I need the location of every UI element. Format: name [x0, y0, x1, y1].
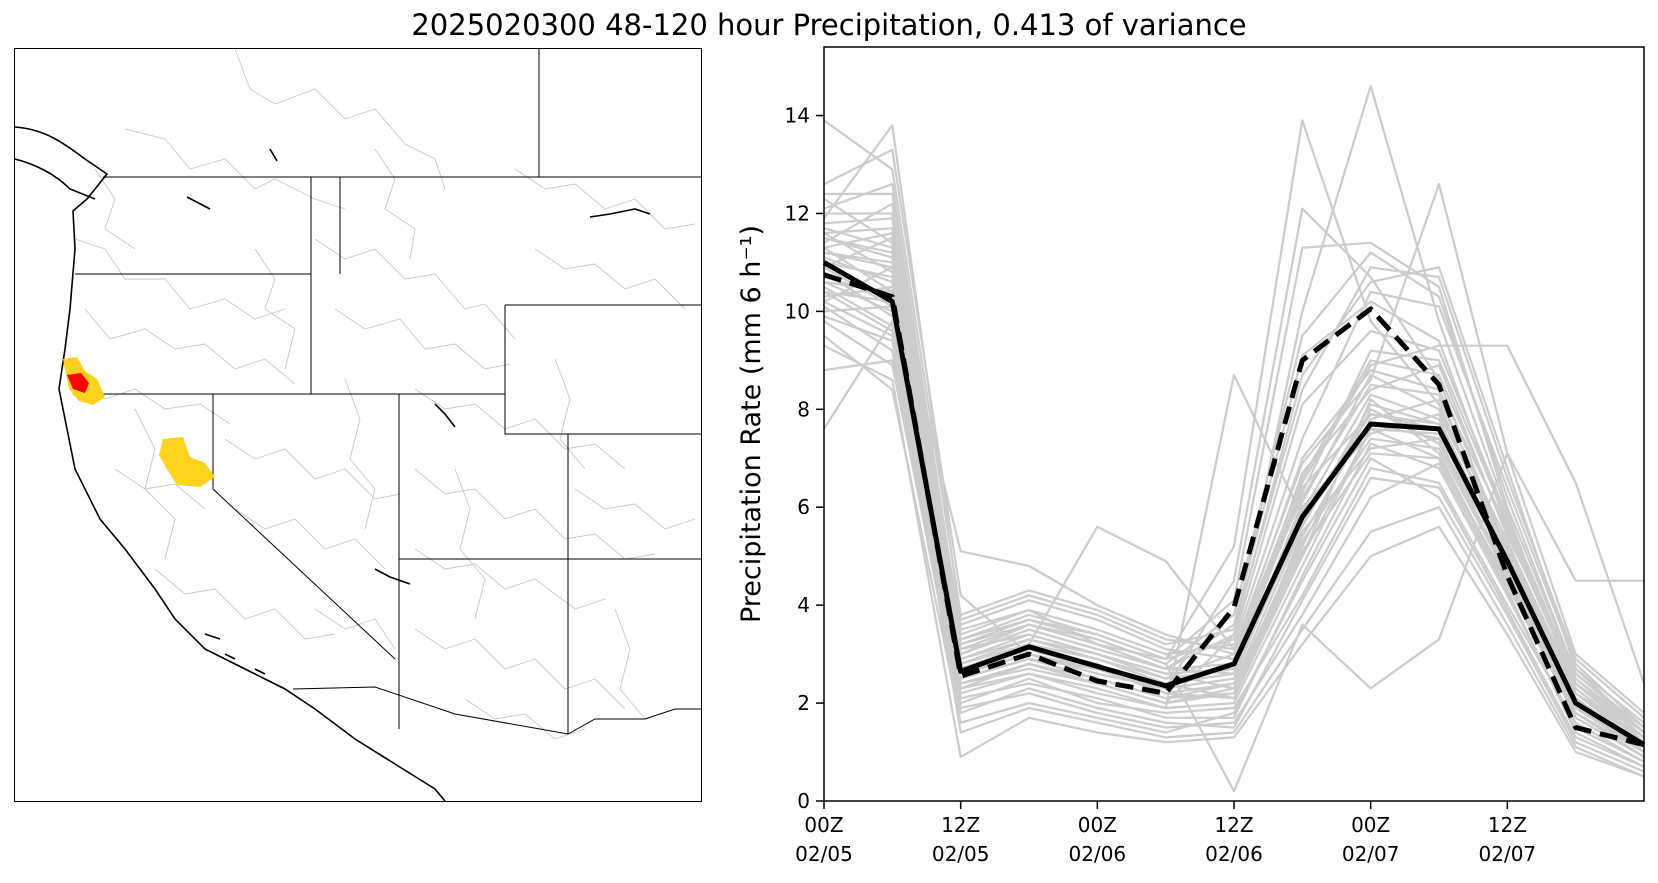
ensemble-member-line-38 — [823, 227, 1644, 793]
y-tick-label: 8 — [797, 397, 810, 421]
x-tick-label-time: 00Z — [1351, 813, 1390, 837]
ensemble-lines — [823, 85, 1646, 793]
main-lines — [822, 260, 1646, 748]
x-tick-label-date: 02/07 — [1479, 842, 1537, 866]
ensemble-member-line-23 — [823, 320, 1645, 778]
x-tick-label-time: 12Z — [1214, 813, 1253, 837]
y-tick-label: 12 — [785, 201, 810, 225]
x-tick-label-time: 12Z — [1488, 813, 1527, 837]
x-tick-label-date: 02/06 — [1069, 842, 1127, 866]
x-tick-label-date: 02/06 — [1205, 842, 1263, 866]
ensemble-member-line-40 — [823, 232, 1645, 734]
y-tick-label: 4 — [797, 593, 810, 617]
x-tick-label-time: 12Z — [941, 813, 980, 837]
x-tick-label-date: 02/05 — [795, 842, 853, 866]
y-axis-label: Precipitation Rate (mm 6 h⁻¹) — [736, 225, 767, 623]
x-tick-label-date: 02/05 — [932, 842, 990, 866]
state-borders — [73, 49, 701, 735]
y-tick-label: 2 — [797, 691, 810, 715]
x-tick-label-date: 02/07 — [1342, 842, 1400, 866]
ensemble-member-line-12 — [823, 335, 1645, 773]
y-tick-label: 14 — [785, 104, 810, 128]
y-tick-label: 6 — [797, 495, 810, 519]
y-tick-label: 0 — [797, 789, 810, 813]
ensemble-member-line-30 — [823, 261, 1645, 744]
y-tick-label: 10 — [785, 299, 810, 323]
ensemble-member-line-20 — [824, 212, 1645, 729]
ensemble-member-line-27 — [823, 359, 1645, 768]
figure-title: 2025020300 48-120 hour Precipitation, 0.… — [411, 8, 1247, 42]
ensemble-member-line-39 — [823, 290, 1645, 753]
ensemble-member-line-19 — [823, 315, 1645, 763]
map-panel — [14, 48, 702, 802]
ensemble-member-line-31 — [823, 344, 1645, 778]
y-axis: 0 2 4 6 8 10 12 14 — [785, 104, 824, 813]
ensemble-member-line-25 — [823, 124, 1645, 719]
x-tick-label-time: 00Z — [804, 813, 843, 837]
map-svg — [15, 49, 701, 801]
x-axis: 00Z 02/05 12Z 02/05 00Z 02/06 12Z 02/06 00Z 02/07… — [795, 801, 1536, 866]
x-tick-label-time: 00Z — [1078, 813, 1117, 837]
basin-lines — [74, 49, 696, 740]
highlight-basins — [63, 357, 215, 487]
solid-series-line — [822, 260, 1646, 747]
coastline — [15, 126, 651, 801]
